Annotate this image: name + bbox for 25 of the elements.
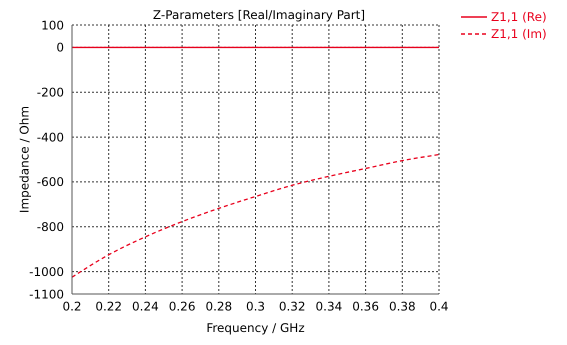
y-tick-label: -200 — [36, 86, 64, 100]
x-tick-label: 0.32 — [278, 300, 306, 314]
chart-title: Z-Parameters [Real/Imaginary Part] — [152, 8, 366, 22]
y-tick-label: -1100 — [29, 287, 64, 302]
x-tick-label: 0.26 — [168, 300, 196, 314]
x-tick-label: 0.28 — [205, 300, 232, 314]
x-tick-label: 0.2 — [62, 300, 82, 314]
x-axis-title: Frequency / GHz — [206, 321, 305, 335]
y-axis-title: Impedance / Ohm — [17, 106, 32, 214]
x-tick-label: 0.3 — [246, 300, 266, 314]
legend-label: Z1,1 (Im) — [491, 26, 547, 40]
y-tick-label: 0 — [56, 40, 64, 55]
y-tick-label: -600 — [36, 175, 64, 190]
x-tick-label: 0.4 — [429, 300, 449, 314]
y-tick-label: -400 — [36, 130, 64, 144]
y-tick-label: -1000 — [29, 264, 64, 279]
x-tick-label: 0.34 — [316, 300, 342, 314]
y-tick-label: -800 — [36, 220, 64, 234]
x-tick-label: 0.38 — [388, 300, 416, 314]
x-tick-label: 0.36 — [352, 300, 379, 314]
x-tick-label: 0.22 — [95, 300, 122, 314]
line-series — [72, 154, 439, 278]
x-tick-label: 0.24 — [132, 300, 159, 314]
legend-label: Z1,1 (Re) — [491, 10, 547, 24]
y-tick-label: 100 — [41, 18, 64, 32]
